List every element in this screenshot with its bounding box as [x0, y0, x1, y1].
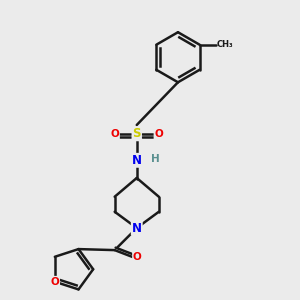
Text: O: O [133, 253, 142, 262]
Text: O: O [154, 129, 163, 139]
Text: S: S [133, 127, 141, 140]
Text: O: O [50, 277, 59, 287]
Text: N: N [132, 154, 142, 167]
Text: H: H [151, 154, 160, 164]
Text: CH₃: CH₃ [217, 40, 234, 49]
Text: N: N [132, 221, 142, 235]
Text: O: O [110, 129, 119, 139]
